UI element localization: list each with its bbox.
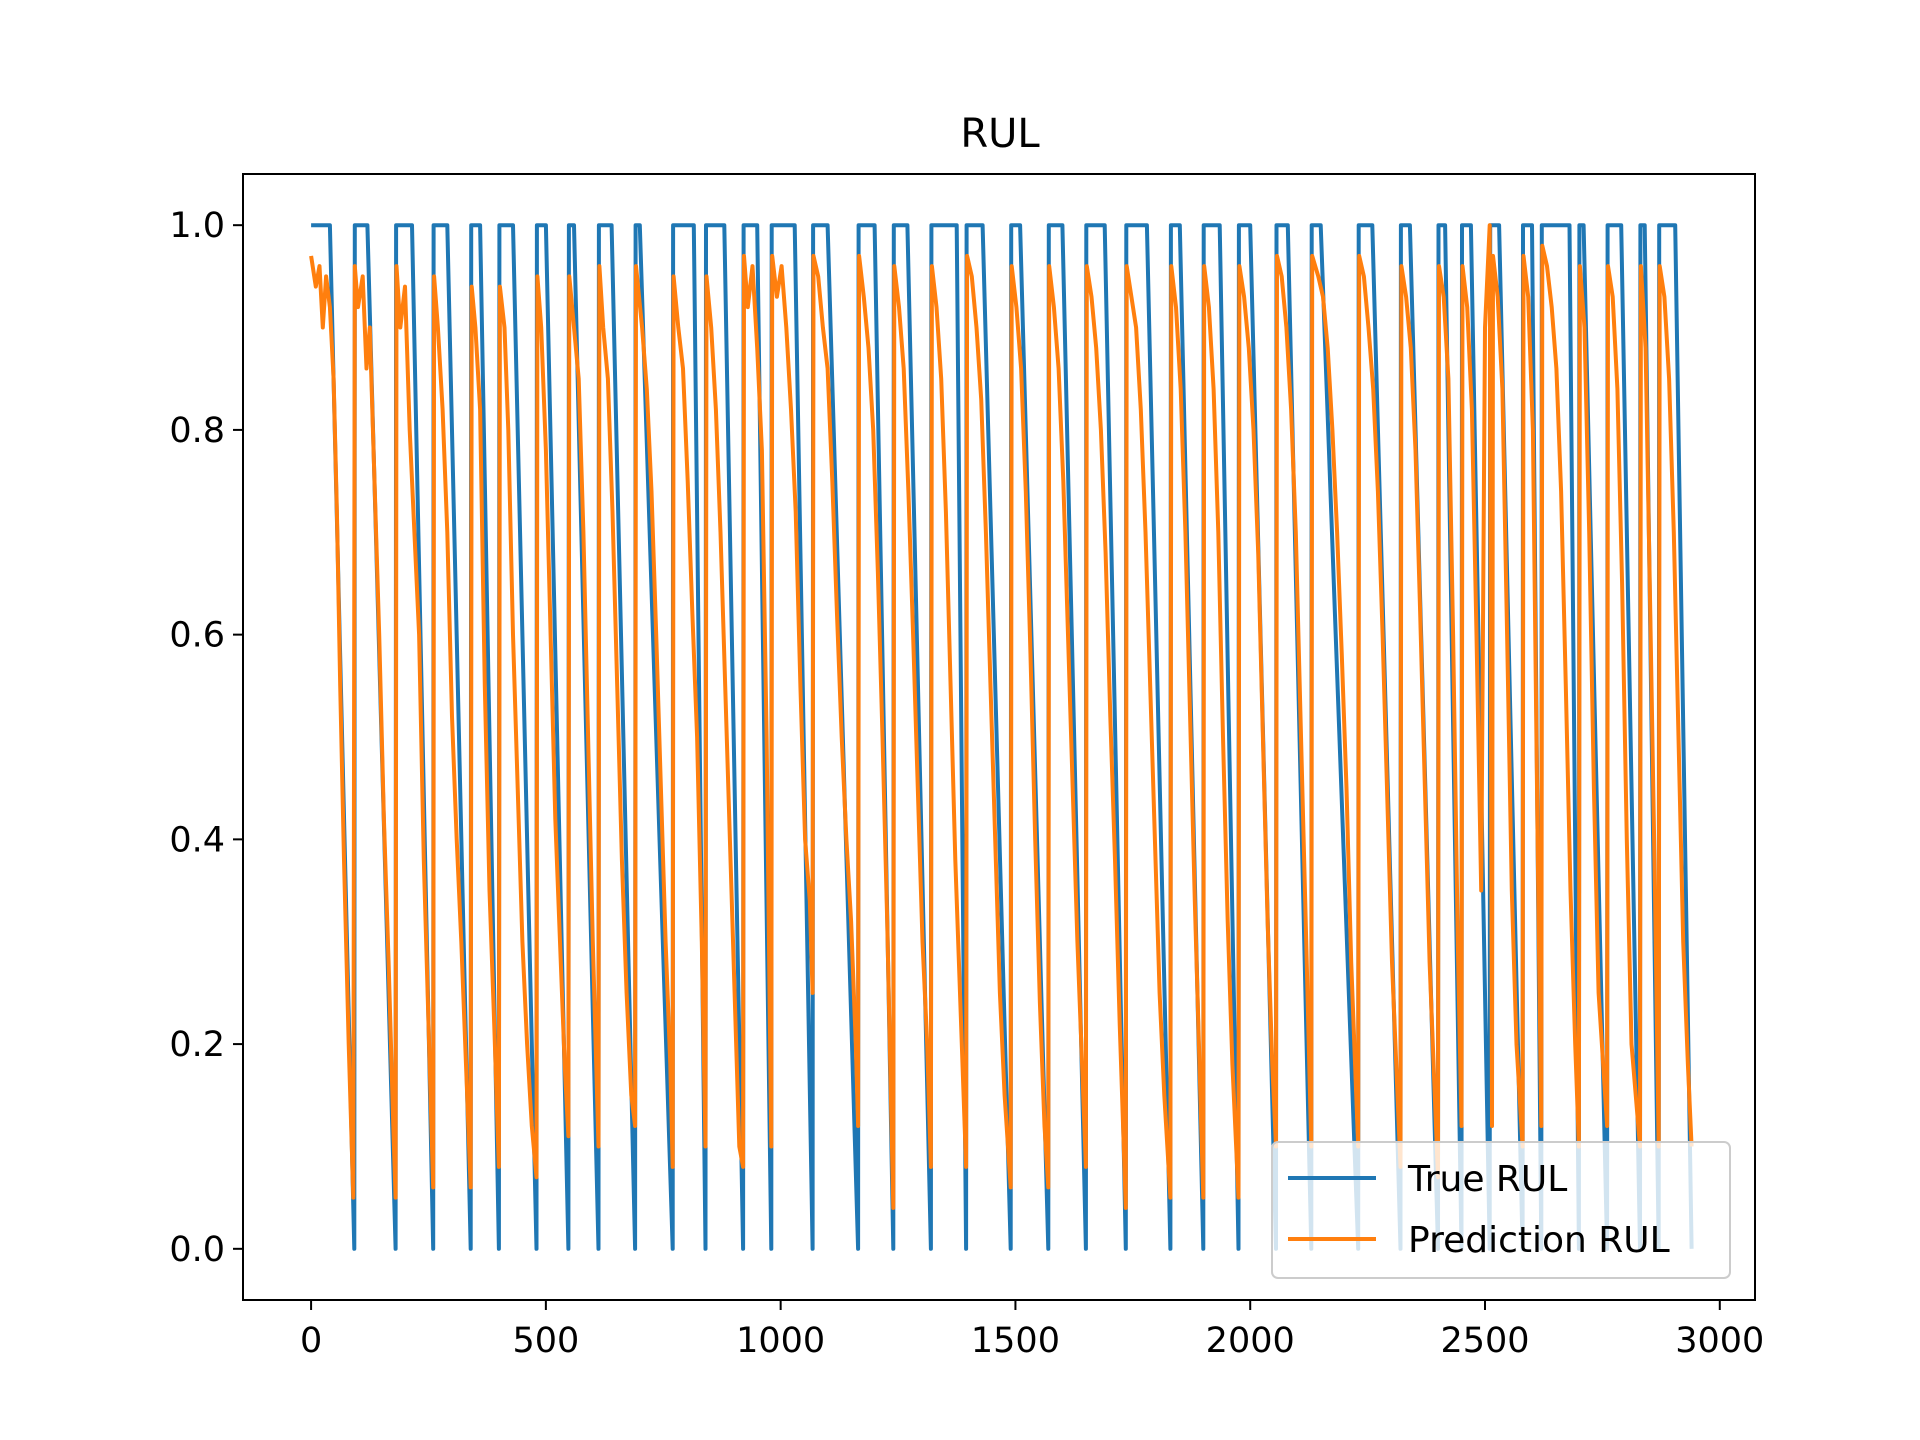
y-tick-label: 0.6	[169, 616, 225, 656]
legend-box	[1271, 1141, 1731, 1279]
x-tick-label: 0	[300, 1321, 322, 1361]
x-tick-label: 3000	[1675, 1321, 1764, 1361]
plot-frame	[242, 173, 1756, 1301]
chart-title: RUL	[960, 111, 1040, 157]
x-tick-label: 2000	[1206, 1321, 1295, 1361]
y-tick-label: 1.0	[169, 206, 225, 246]
legend: True RUL Prediction RUL	[1271, 1141, 1731, 1279]
x-tick-label: 1500	[971, 1321, 1060, 1361]
y-tick-label: 0.4	[169, 820, 225, 860]
series-line-prediction-rul	[309, 223, 1694, 1210]
y-tick-label: 0.8	[169, 411, 225, 451]
y-tick-label: 0.0	[169, 1230, 225, 1270]
x-tick-label: 2500	[1440, 1321, 1529, 1361]
y-tick-label: 0.2	[169, 1025, 225, 1065]
legend-label-true-rul: True RUL	[1407, 1159, 1567, 1200]
series-line-true-rul	[311, 223, 1694, 1251]
x-tick-label: 1000	[736, 1321, 825, 1361]
series-layer	[309, 223, 1694, 1251]
legend-label-prediction-rul: Prediction RUL	[1408, 1220, 1670, 1261]
y-axis: 0.0 0.2 0.4 0.6 0.8 1.0	[169, 206, 243, 1270]
x-tick-label: 500	[512, 1321, 579, 1361]
x-axis: 0 500 1000 1500 2000 2500 3000	[300, 1300, 1764, 1361]
